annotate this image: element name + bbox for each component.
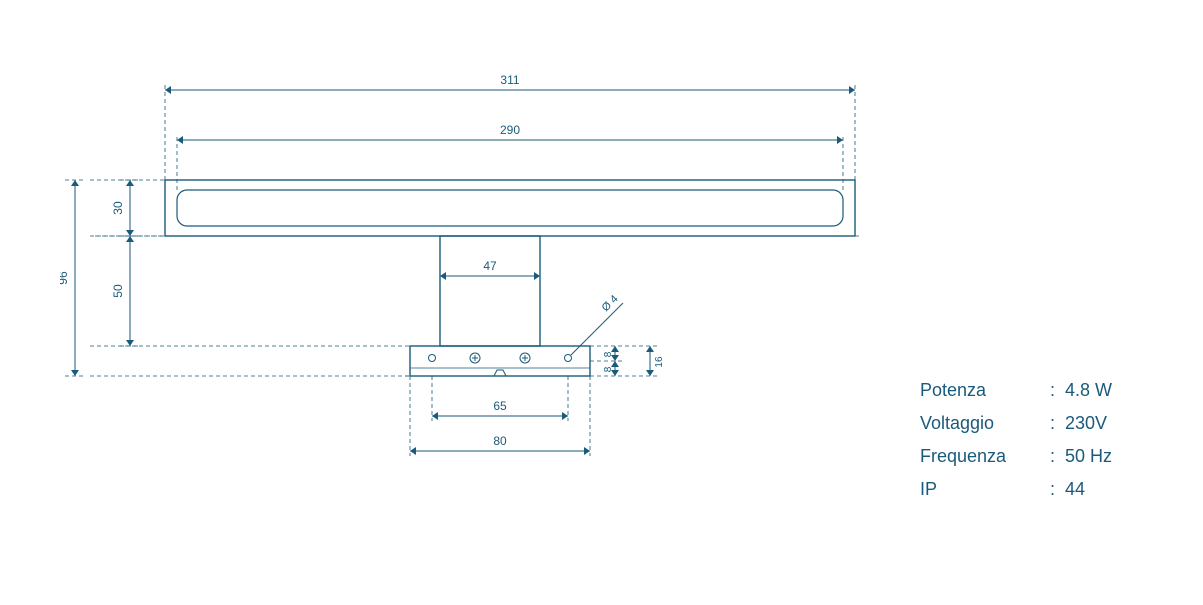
svg-text:47: 47 <box>483 259 497 273</box>
svg-text:96: 96 <box>60 271 70 285</box>
spec-row: IP : 44 <box>920 479 1112 500</box>
spec-separator: : <box>1050 446 1065 467</box>
svg-text:Ø 4: Ø 4 <box>600 293 621 314</box>
spec-label: IP <box>920 479 1050 500</box>
spec-row: Potenza : 4.8 W <box>920 380 1112 401</box>
spec-label: Voltaggio <box>920 413 1050 434</box>
spec-label: Frequenza <box>920 446 1050 467</box>
svg-text:30: 30 <box>111 201 125 215</box>
specs-table: Potenza : 4.8 W Voltaggio : 230V Frequen… <box>920 380 1112 512</box>
svg-text:16: 16 <box>654 356 665 368</box>
spec-label: Potenza <box>920 380 1050 401</box>
svg-text:65: 65 <box>493 399 507 413</box>
drawing-svg: 311 290 30 50 96 47 65 80 8 8 16 Ø 4 <box>60 70 880 510</box>
spec-row: Frequenza : 50 Hz <box>920 446 1112 467</box>
svg-text:8: 8 <box>603 351 614 357</box>
spec-value: 4.8 W <box>1065 380 1112 401</box>
svg-text:50: 50 <box>111 284 125 298</box>
spec-value: 50 Hz <box>1065 446 1112 467</box>
svg-text:8: 8 <box>603 366 614 372</box>
svg-text:311: 311 <box>500 73 519 87</box>
svg-text:80: 80 <box>493 434 507 448</box>
svg-text:290: 290 <box>500 123 520 137</box>
spec-row: Voltaggio : 230V <box>920 413 1112 434</box>
spec-value: 230V <box>1065 413 1107 434</box>
spec-value: 44 <box>1065 479 1085 500</box>
spec-separator: : <box>1050 380 1065 401</box>
technical-drawing: 311 290 30 50 96 47 65 80 8 8 16 Ø 4 <box>60 70 880 515</box>
spec-separator: : <box>1050 413 1065 434</box>
spec-separator: : <box>1050 479 1065 500</box>
